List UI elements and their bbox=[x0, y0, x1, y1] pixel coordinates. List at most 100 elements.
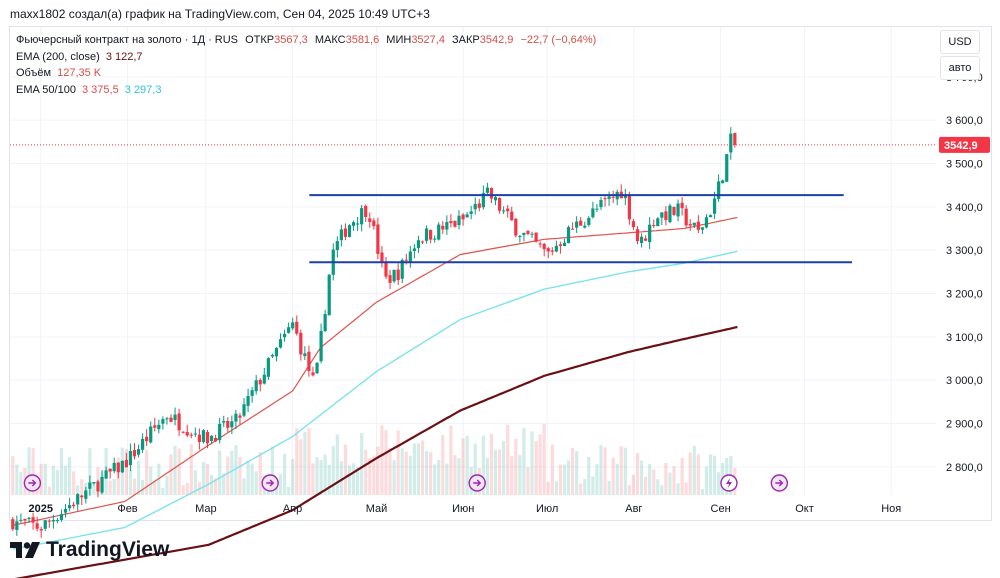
candle-body bbox=[538, 243, 542, 245]
dividends-marker-icon[interactable] bbox=[468, 474, 486, 492]
volume-bar bbox=[680, 457, 684, 495]
candle-body bbox=[278, 339, 283, 348]
candle-body bbox=[238, 415, 242, 418]
candle-body bbox=[587, 218, 591, 225]
candle-body bbox=[124, 460, 128, 468]
candle-body bbox=[242, 404, 246, 416]
candle-body bbox=[15, 521, 19, 530]
currency-toggle[interactable]: USD bbox=[940, 30, 980, 54]
ema100-value: 3 297,3 bbox=[124, 83, 162, 96]
volume-bar bbox=[441, 435, 445, 495]
candle-body bbox=[481, 193, 485, 208]
candle-body bbox=[201, 430, 206, 442]
candle-body bbox=[672, 206, 676, 215]
candle-body bbox=[193, 433, 197, 435]
volume-bar bbox=[181, 485, 185, 495]
candle-body bbox=[554, 245, 558, 252]
volume-bar bbox=[205, 463, 210, 495]
volume-bar bbox=[384, 430, 388, 495]
candle-body bbox=[67, 505, 72, 509]
candle-body bbox=[112, 462, 116, 472]
volume-bar bbox=[43, 463, 47, 495]
candle-body bbox=[230, 421, 234, 428]
candle-body bbox=[19, 519, 23, 521]
volume-bar bbox=[372, 455, 376, 495]
tradingview-logo[interactable]: TradingView bbox=[10, 538, 169, 562]
volume-bar bbox=[518, 455, 522, 495]
candle-body bbox=[149, 426, 153, 443]
candle-body bbox=[733, 133, 737, 145]
candle-body bbox=[433, 238, 437, 240]
volume-bar bbox=[59, 448, 64, 495]
candle-body bbox=[534, 232, 538, 242]
legend-ohlc-row: Фьючерсный контракт на золото · 1Д · RUS… bbox=[16, 32, 596, 49]
candle-body bbox=[161, 419, 165, 424]
candle-body bbox=[209, 435, 214, 442]
volume-bar bbox=[396, 430, 400, 495]
volume-bar bbox=[153, 480, 157, 495]
volume-bar bbox=[433, 464, 437, 495]
volume-bar bbox=[51, 465, 55, 495]
volume-bar bbox=[465, 435, 469, 495]
candle-body bbox=[347, 225, 352, 237]
candle-body bbox=[43, 520, 47, 529]
candle-body bbox=[656, 218, 660, 227]
y-tick-label: 3 000,0 bbox=[946, 375, 983, 387]
volume-bar bbox=[31, 448, 35, 495]
x-tick-label: Фев bbox=[117, 503, 137, 515]
dividends-marker-icon[interactable] bbox=[770, 474, 789, 492]
symbol-title[interactable]: Фьючерсный контракт на золото · 1Д · RUS bbox=[16, 34, 239, 46]
last-price-tag bbox=[939, 136, 990, 153]
dividends-marker-icon[interactable] bbox=[23, 474, 42, 492]
y-tick-label: 2 900,0 bbox=[946, 419, 983, 431]
auto-scale-toggle[interactable]: авто bbox=[940, 56, 980, 80]
candle-body bbox=[717, 181, 721, 199]
y-tick-label: 3 400,0 bbox=[946, 202, 983, 214]
candle-body bbox=[400, 259, 404, 279]
x-tick-label: Июл bbox=[536, 503, 558, 515]
change-value: −22,7 (−0,64%) bbox=[520, 34, 597, 46]
candle-body bbox=[380, 252, 384, 262]
candle-body bbox=[218, 423, 222, 441]
candle-body bbox=[76, 494, 80, 505]
volume-bar bbox=[278, 474, 283, 495]
candle-body bbox=[368, 218, 372, 222]
volume-bar bbox=[218, 450, 222, 495]
volume-bar bbox=[47, 486, 51, 495]
volume-bar bbox=[599, 445, 603, 495]
legend-ema50-100-row[interactable]: EMA 50/100 3 375,5 3 297,3 bbox=[16, 82, 596, 99]
candle-body bbox=[408, 251, 412, 262]
candle-body bbox=[725, 154, 729, 182]
volume-bar bbox=[696, 454, 700, 495]
legend-volume-row[interactable]: Объём 127,35 K bbox=[16, 65, 596, 82]
ema50-100-label: EMA 50/100 bbox=[16, 83, 76, 96]
volume-bar bbox=[692, 445, 696, 495]
volume-bar bbox=[648, 463, 652, 495]
y-tick-label: 3 600,0 bbox=[946, 115, 983, 127]
volume-bar bbox=[635, 452, 640, 495]
candle-body bbox=[591, 208, 595, 218]
candle-body bbox=[323, 314, 327, 332]
x-tick-label: Ноя bbox=[881, 503, 901, 515]
candle-body bbox=[595, 208, 599, 210]
dividends-marker-icon[interactable] bbox=[261, 474, 279, 492]
candle-body bbox=[51, 519, 55, 522]
candle-body bbox=[364, 205, 368, 217]
candle-body bbox=[55, 520, 60, 522]
earnings-marker-icon[interactable] bbox=[720, 474, 738, 492]
candle-body bbox=[145, 436, 149, 442]
legend-ema200-row[interactable]: EMA (200, close) 3 122,7 bbox=[16, 49, 596, 66]
volume-bar bbox=[392, 460, 396, 495]
volume-bar bbox=[132, 478, 137, 495]
volume-bar bbox=[672, 466, 676, 495]
volume-bar bbox=[631, 474, 636, 495]
ema200-line bbox=[14, 325, 738, 578]
volume-bar bbox=[461, 438, 465, 495]
candle-body bbox=[599, 200, 603, 208]
candle-body bbox=[355, 223, 360, 225]
candle-body bbox=[688, 224, 692, 226]
candle-body bbox=[644, 238, 648, 241]
volume-bar bbox=[408, 455, 412, 495]
volume-bar bbox=[303, 431, 307, 495]
